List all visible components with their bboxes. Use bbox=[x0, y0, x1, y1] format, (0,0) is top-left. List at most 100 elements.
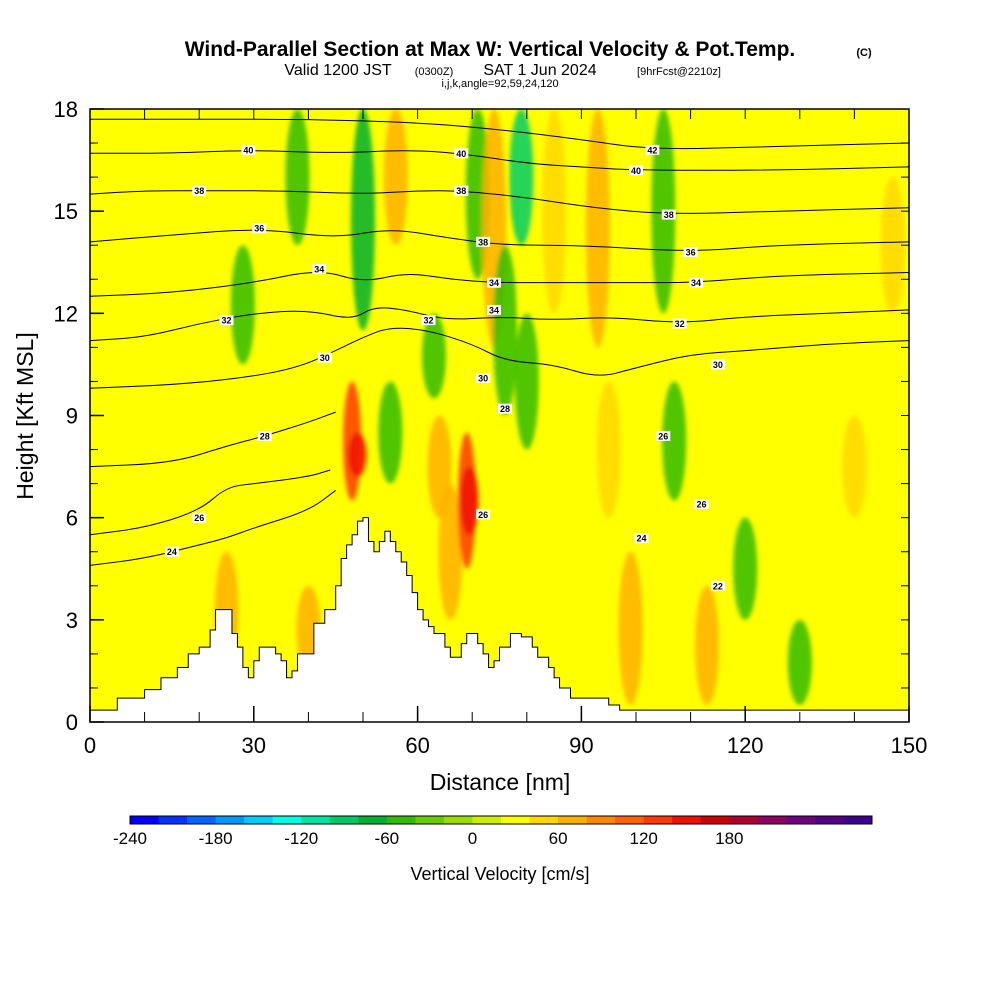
velocity-cell-29 bbox=[880, 177, 905, 314]
contour-28 bbox=[90, 411, 336, 468]
colorbar-tick-label: -120 bbox=[284, 829, 318, 848]
contour-30 bbox=[90, 327, 909, 389]
contour-label-38-2: 38 bbox=[664, 210, 674, 220]
contour-label-34-2: 34 bbox=[691, 278, 701, 288]
colorbar-segment bbox=[615, 816, 645, 824]
colorbar-segment bbox=[187, 816, 217, 824]
colorbar-segment bbox=[244, 816, 274, 824]
grid-indices: i,j,k,angle=92,59,24,120 bbox=[441, 78, 558, 90]
velocity-cell-22 bbox=[618, 551, 643, 705]
contour-label-bg-extra-7 bbox=[476, 236, 491, 247]
contour-labels: 24 26 28 30 32 32 32 34 34 34 36 36 38 38 38 40 40 40 42 26… bbox=[164, 144, 725, 591]
colorbar-tick-label: 180 bbox=[715, 829, 743, 848]
colorbar-segment bbox=[301, 816, 331, 824]
colorbar-segment bbox=[814, 816, 844, 824]
colorbar-frame bbox=[129, 815, 873, 825]
contour-label-extra-9: 30 bbox=[478, 374, 488, 384]
velocity-cell-8 bbox=[383, 109, 408, 246]
velocity-cell-25 bbox=[694, 585, 719, 705]
colorbar-segment bbox=[386, 816, 416, 824]
x-tick-label: 0 bbox=[84, 733, 96, 758]
colorbar-tick-label: -60 bbox=[375, 829, 400, 848]
contour-label-32-0: 32 bbox=[221, 316, 231, 326]
plot-area: 24 26 28 30 32 32 32 34 34 34 36 36 38 38 38 40 40 40 42 26… bbox=[90, 109, 909, 722]
velocity-cell-17 bbox=[509, 109, 534, 246]
contour-label-bg-24-0 bbox=[164, 546, 179, 557]
colorbar-tick-label: -240 bbox=[113, 829, 147, 848]
y-tick-label: 3 bbox=[66, 608, 78, 633]
valid-date: SAT 1 Jun 2024 bbox=[483, 62, 596, 79]
contour-label-bg-34-1 bbox=[487, 277, 502, 288]
contour-label-32-2: 32 bbox=[675, 319, 685, 329]
colorbar-tick-label: 0 bbox=[468, 829, 477, 848]
colorbar-segment bbox=[158, 816, 188, 824]
contour-label-bg-40-2 bbox=[629, 165, 643, 176]
contour-label-38-0: 38 bbox=[194, 186, 204, 196]
y-tick-label: 12 bbox=[54, 301, 78, 326]
colorbar-segment bbox=[843, 816, 873, 824]
colorbar-segment bbox=[586, 816, 616, 824]
contour-label-bg-28-0 bbox=[257, 430, 272, 441]
colorbar-tick-label: -180 bbox=[199, 829, 233, 848]
x-tick-label: 150 bbox=[891, 733, 928, 758]
contour-label-40-1: 40 bbox=[456, 149, 466, 159]
contour-label-extra-1: 26 bbox=[697, 500, 707, 510]
colorbar-segment bbox=[472, 816, 502, 824]
colorbar-segment bbox=[757, 816, 787, 824]
contour-label-bg-extra-5 bbox=[710, 580, 725, 591]
contour-42 bbox=[90, 118, 909, 150]
velocity-cell-27 bbox=[787, 619, 812, 705]
valid-utc: (0300Z) bbox=[415, 66, 454, 78]
contour-label-26-0: 26 bbox=[194, 513, 204, 523]
colorbar-segment bbox=[700, 816, 730, 824]
y-tick-label: 0 bbox=[66, 710, 78, 735]
colorbar-segment bbox=[558, 816, 588, 824]
contour-label-bg-extra-2 bbox=[497, 403, 512, 414]
contour-label-extra-7: 38 bbox=[478, 237, 488, 247]
contour-label-extra-4: 24 bbox=[636, 534, 646, 544]
y-tick-label: 6 bbox=[66, 506, 78, 531]
x-tick-label: 30 bbox=[242, 733, 266, 758]
contour-40 bbox=[90, 150, 909, 171]
copyright-mark: (C) bbox=[856, 47, 872, 59]
forecast-info: [9hrFcst@2210z] bbox=[637, 66, 721, 78]
contour-label-bg-extra-6 bbox=[454, 185, 469, 196]
contour-label-34-0: 34 bbox=[314, 265, 324, 275]
contour-label-bg-26-0 bbox=[192, 512, 207, 523]
contour-label-30-0: 30 bbox=[320, 353, 330, 363]
contour-label-40-0: 40 bbox=[243, 145, 253, 155]
velocity-cell-26 bbox=[733, 517, 758, 620]
contour-32 bbox=[90, 307, 909, 342]
velocity-cell-7 bbox=[378, 381, 403, 484]
contour-label-bg-38-0 bbox=[192, 185, 207, 196]
contour-label-bg-extra-8 bbox=[487, 304, 502, 315]
contour-label-bg-extra-10 bbox=[710, 359, 725, 370]
contour-label-24-0: 24 bbox=[167, 547, 177, 557]
valid-prefix: Valid 1200 JST bbox=[284, 62, 392, 79]
contour-label-bg-38-2 bbox=[661, 209, 676, 220]
colorbar-segment bbox=[415, 816, 445, 824]
velocity-cell-2 bbox=[285, 109, 310, 246]
contour-label-bg-36-1 bbox=[683, 247, 698, 258]
colorbar-segment bbox=[643, 816, 673, 824]
contour-label-bg-34-0 bbox=[312, 264, 327, 275]
contour-label-42-0: 42 bbox=[647, 145, 657, 155]
contour-label-extra-6: 38 bbox=[456, 186, 466, 196]
colorbar-segment bbox=[358, 816, 388, 824]
velocity-cell-16 bbox=[492, 245, 517, 416]
colorbar-segment bbox=[672, 816, 702, 824]
colorbar-tick-label: 60 bbox=[549, 829, 568, 848]
colorbar-segment bbox=[329, 816, 359, 824]
velocity-cell-19 bbox=[542, 109, 567, 314]
velocity-cell-9 bbox=[421, 313, 446, 399]
colorbar-segment bbox=[272, 816, 302, 824]
velocity-cell-28 bbox=[842, 415, 867, 518]
contour-label-bg-42-0 bbox=[645, 144, 660, 155]
contour-label-bg-extra-1 bbox=[694, 499, 709, 510]
velocity-cell-1 bbox=[230, 245, 255, 365]
contour-label-extra-2: 28 bbox=[500, 404, 510, 414]
contour-label-32-1: 32 bbox=[424, 316, 434, 326]
velocity-cell-11 bbox=[438, 483, 463, 620]
contour-label-28-0: 28 bbox=[260, 431, 270, 441]
